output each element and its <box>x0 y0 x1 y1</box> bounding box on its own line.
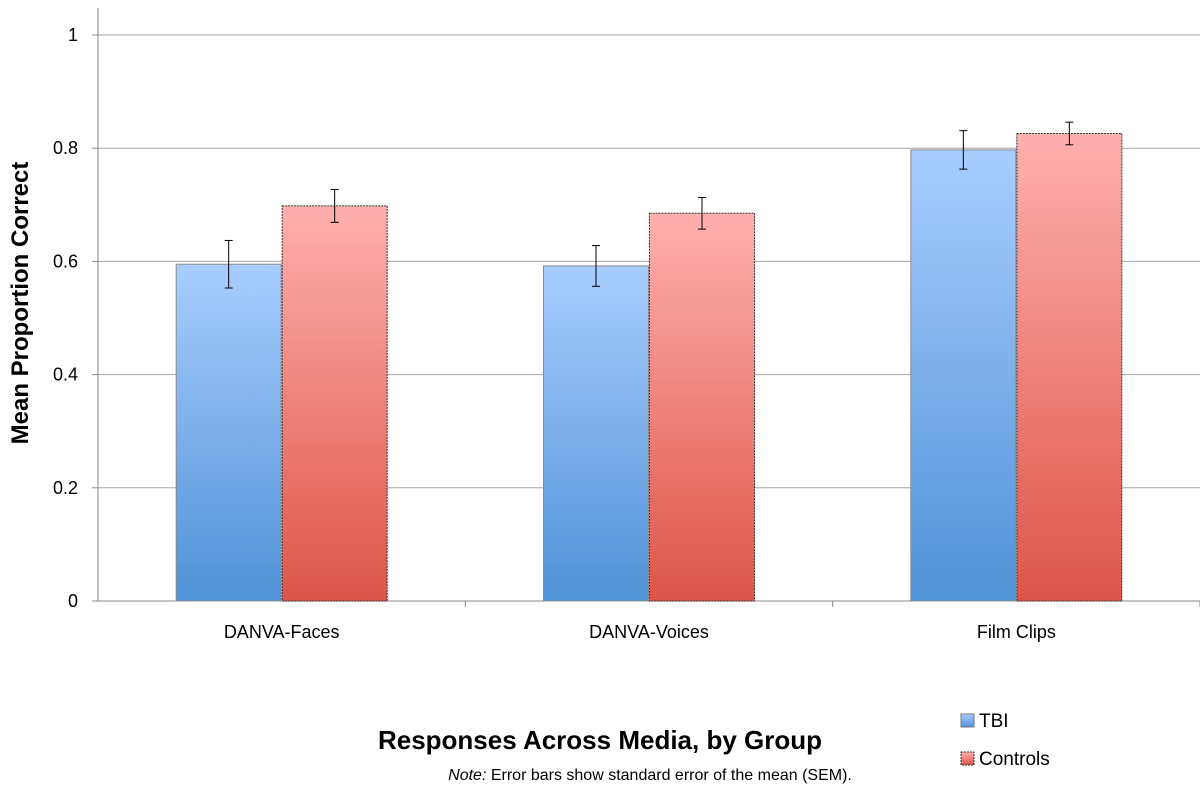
y-tick-label: 1 <box>68 25 78 45</box>
y-tick-label: 0 <box>68 591 78 611</box>
sem-note: Note: Error bars show standard error of … <box>448 767 852 784</box>
error-bar <box>330 189 339 223</box>
error-bars <box>224 121 1074 289</box>
x-tick-label: DANVA-Voices <box>589 622 709 642</box>
legend-label-tbi: TBI <box>979 711 1009 732</box>
y-tick-labels: 0 0.2 0.4 0.6 0.8 1 <box>53 25 78 611</box>
legend-swatch-controls <box>960 751 975 766</box>
legend-label-controls: Controls <box>979 749 1050 770</box>
y-tick-label: 0.4 <box>53 365 78 385</box>
category-labels: DANVA-Faces DANVA-Voices Film Clips <box>224 622 1056 642</box>
legend: TBI Controls <box>960 711 1050 770</box>
error-bar <box>224 239 233 289</box>
y-tick-label: 0.8 <box>53 138 78 158</box>
x-tick-label: DANVA-Faces <box>224 622 340 642</box>
error-bar <box>959 130 968 170</box>
y-tick-label: 0.6 <box>53 251 78 271</box>
x-tick-label: Film Clips <box>977 622 1056 642</box>
bar-tbi <box>175 263 282 602</box>
bar-controls <box>649 212 755 602</box>
bars <box>175 132 1123 602</box>
y-tick-label: 0.2 <box>53 478 78 498</box>
bar-controls <box>281 205 388 602</box>
error-bar <box>592 245 600 287</box>
bar-controls <box>1016 132 1123 602</box>
x-axis-title: Responses Across Media, by Group <box>378 725 822 755</box>
error-bar <box>698 196 706 230</box>
bar-tbi <box>543 265 649 602</box>
legend-swatch-tbi <box>960 713 975 728</box>
note-prefix: Note: <box>448 767 486 784</box>
y-axis-title: Mean Proportion Correct <box>7 162 34 445</box>
error-bar <box>1065 121 1074 146</box>
bar-tbi <box>910 149 1017 602</box>
note-text: Error bars show standard error of the me… <box>486 767 851 784</box>
